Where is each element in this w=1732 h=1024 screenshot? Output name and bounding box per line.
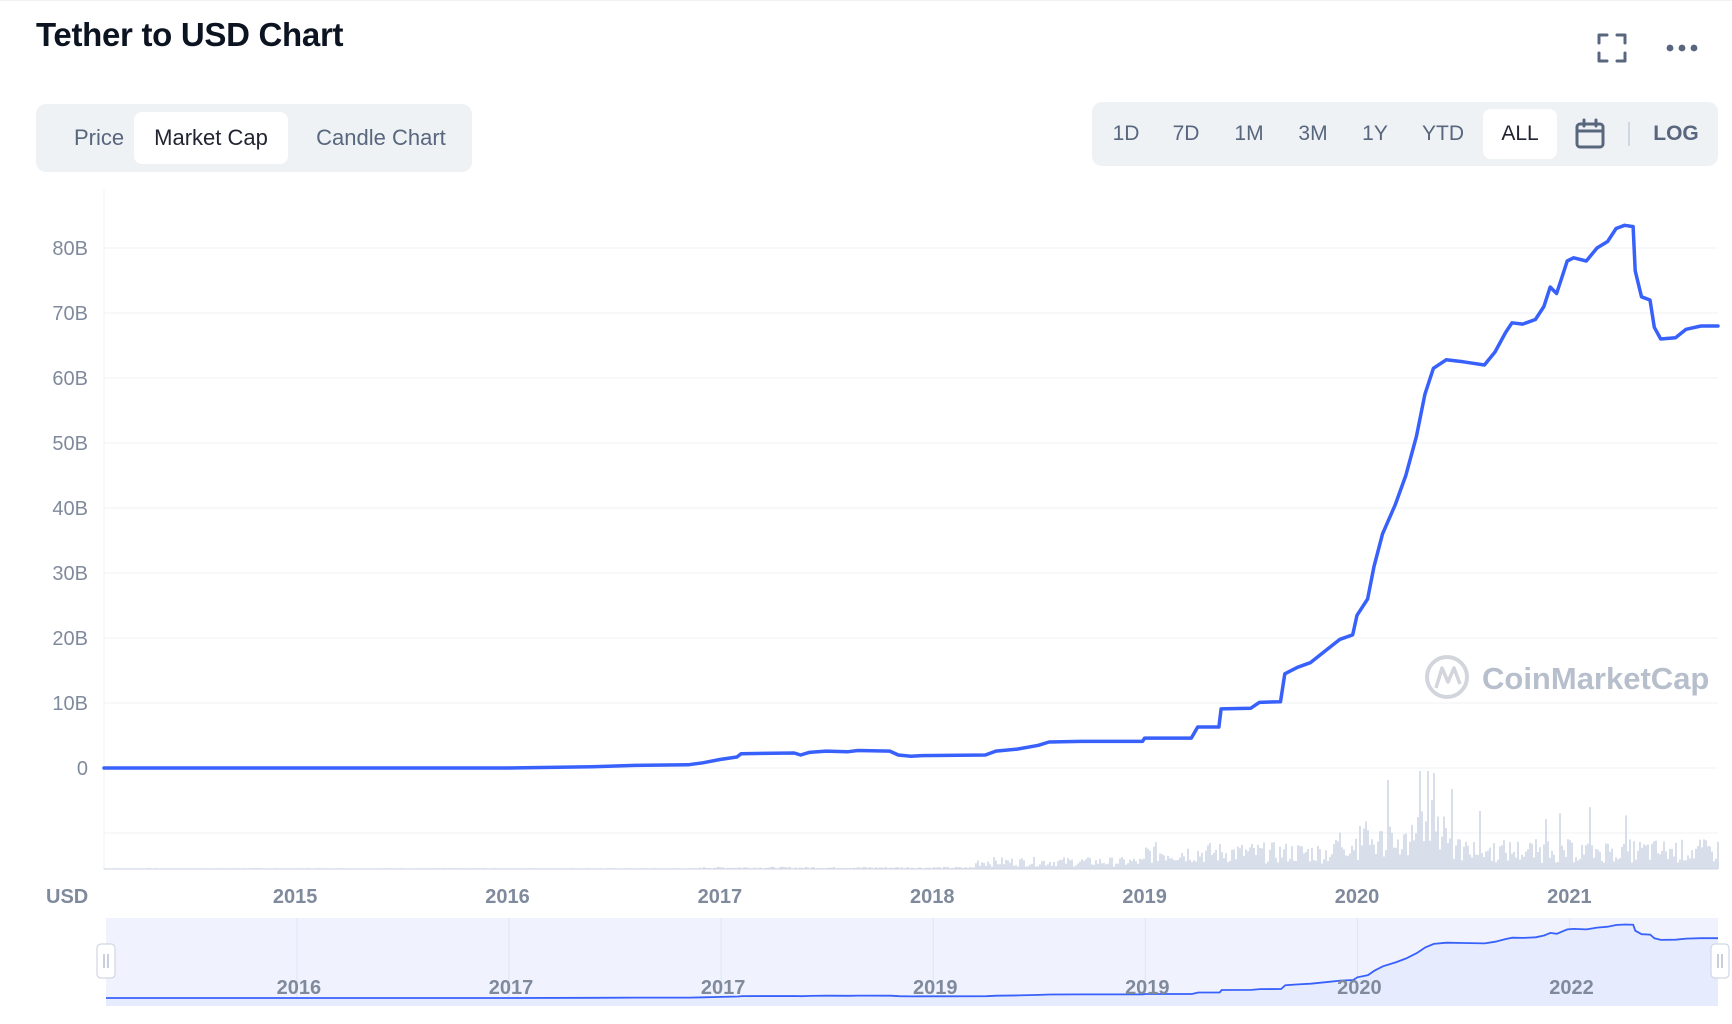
navigator-x-label: 2016 [277,977,322,999]
navigator-x-label: 2017 [701,977,746,999]
y-tick-label: 0 [77,758,88,780]
navigator-line [106,923,1718,999]
x-tick-label: 2017 [698,886,743,908]
y-tick-label: 70B [52,303,88,325]
y-tick-label: 40B [52,498,88,520]
navigator-left-handle[interactable] [96,943,116,979]
x-tick-label: 2018 [910,886,955,908]
tab-market-cap[interactable]: Market Cap [134,112,288,164]
log-scale-toggle[interactable]: LOG [1653,122,1699,145]
navigator-x-label: 2022 [1549,977,1594,999]
x-tick-label: 2021 [1547,886,1592,908]
range-separator [1628,122,1630,146]
navigator-x-label: 2019 [913,977,958,999]
coinmarketcap-logo-icon [1425,655,1469,699]
navigator-x-label: 2020 [1337,977,1382,999]
x-tick-label: 2020 [1335,886,1380,908]
tab-price[interactable]: Price [73,125,125,150]
y-tick-label: 20B [52,628,88,650]
more-dots-icon[interactable] [1664,34,1700,62]
market-cap-line [102,223,1720,770]
currency-label: USD [46,886,88,908]
navigator-right-handle[interactable] [1710,943,1730,979]
chart-type-tabs: Price Market Cap Candle Chart [36,104,472,172]
y-tick-label: 50B [52,433,88,455]
range-tab-ytd[interactable]: YTD [1422,122,1464,145]
y-tick-label: 10B [52,693,88,715]
range-tab-1m[interactable]: 1M [1234,122,1264,145]
volume-bars [103,771,1719,869]
x-tick-label: 2015 [273,886,318,908]
top-divider [0,0,1732,1]
calendar-icon[interactable] [1574,118,1606,150]
page-title: Tether to USD Chart [36,16,344,53]
x-tick-label: 2016 [485,886,530,908]
y-tick-label: 30B [52,563,88,585]
y-tick-label: 60B [52,368,88,390]
range-tab-3m[interactable]: 3M [1298,122,1328,145]
tab-candle-chart[interactable]: Candle Chart [316,125,446,150]
x-tick-label: 2019 [1122,886,1167,908]
range-tab-1d[interactable]: 1D [1112,122,1140,145]
range-tab-all[interactable]: ALL [1483,109,1557,159]
fullscreen-icon[interactable] [1596,32,1628,64]
navigator-area [106,924,1718,1006]
watermark-text: CoinMarketCap [1482,661,1709,696]
range-tab-7d[interactable]: 7D [1172,122,1200,145]
navigator-x-label: 2017 [489,977,534,999]
y-tick-label: 80B [52,238,88,260]
navigator-x-label: 2019 [1125,977,1170,999]
time-range-tabs: 1D 7D 1M 3M 1Y YTD ALL LOG [1092,102,1718,166]
range-tab-1y[interactable]: 1Y [1362,122,1388,145]
